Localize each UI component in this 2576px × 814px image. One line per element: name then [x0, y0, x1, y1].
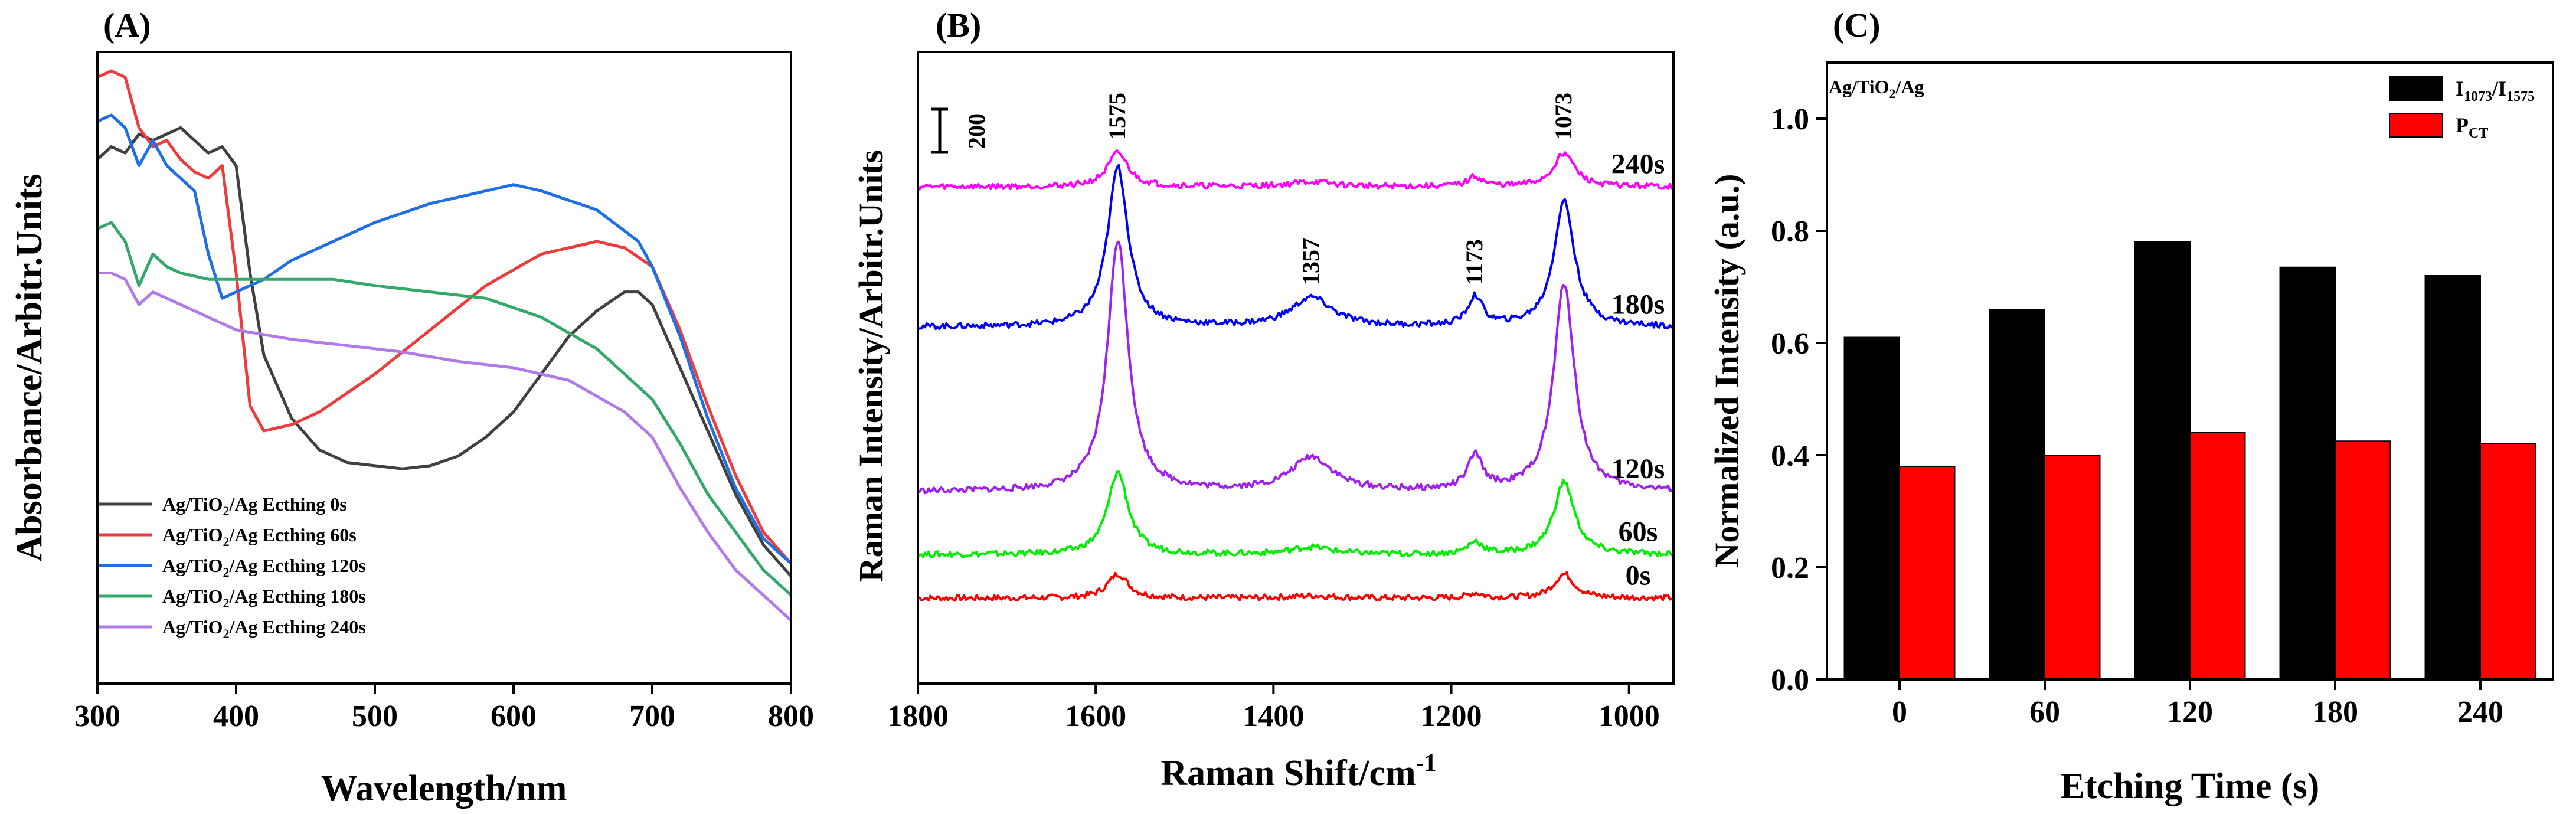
panel-c-annotation: Ag/TiO2/Ag	[1829, 76, 1924, 101]
raman-series-label-0s: 0s	[1626, 560, 1651, 591]
bar-PCT-0	[1899, 466, 1956, 680]
bar-PCT-60	[2044, 455, 2101, 680]
panel-c-annotation-sub: 2	[1889, 86, 1896, 101]
panel-c-xlabel: Etching Time (s)	[2061, 766, 2320, 806]
raman-series-line-0s	[917, 571, 1674, 602]
peak-label-1575: 1575	[1104, 93, 1130, 140]
panel-c-xtick-label: 0	[1892, 695, 1907, 729]
bar-I1073/I1575-0	[1843, 336, 1901, 680]
bar-I1073/I1575-180	[2279, 266, 2336, 680]
panel-b-xtick-label: 1000	[1598, 699, 1660, 733]
bar-I1073/I1575-120	[2134, 241, 2191, 680]
panel-b-xtick-label: 1400	[1243, 699, 1304, 733]
legend-label-0: Ag/TiO2/Ag Ecthing 0s	[162, 493, 347, 518]
panel-b-xlabel-sup: -1	[1416, 750, 1437, 777]
panel-c-annotation-main: Ag/TiO	[1829, 76, 1889, 97]
panel-b-label: (B)	[936, 6, 981, 44]
panel-c-annotation-rest: /Ag	[1895, 76, 1924, 97]
bar-I1073/I1575-60	[1989, 309, 2046, 680]
raman-series-label-120s: 120s	[1611, 453, 1665, 485]
panel-a-xtick-label: 600	[491, 699, 537, 733]
panel-c-ylabel: Normalized Intensity (a.u.)	[1708, 174, 1746, 568]
panel-c-ytick-label: 0.8	[1771, 215, 1809, 249]
raman-series-label-240s: 240s	[1611, 149, 1665, 180]
legend-label-2: Ag/TiO2/Ag Ecthing 120s	[162, 555, 366, 580]
panel-c-xtick-label: 240	[2457, 695, 2503, 729]
panel-a-xtick-label: 700	[629, 699, 675, 733]
panel-b-ylabel: Raman Intensity/Arbitr.Units	[852, 150, 890, 583]
peak-label-1173: 1173	[1461, 239, 1488, 285]
raman-series-line-120s	[917, 240, 1674, 495]
panel-b: (B) 1800 1600 1400 1200 1000 200 1575 1357 117…	[852, 6, 1675, 793]
panel-c-xtick-label: 180	[2312, 695, 2358, 729]
panel-c-xtick-label: 120	[2167, 695, 2213, 729]
legend-label-I1073/I1575: I1073/I1575	[2456, 77, 2535, 104]
legend-label-3: Ag/TiO2/Ag Ecthing 180s	[162, 586, 366, 610]
panel-c-ytick-label: 0.2	[1771, 551, 1809, 585]
panel-a-label: (A)	[103, 6, 151, 44]
panel-c-xtick-label: 60	[2029, 695, 2060, 729]
uv-series-line-4	[97, 272, 792, 622]
bar-PCT-240	[2480, 443, 2536, 680]
peak-label-1357: 1357	[1297, 238, 1324, 285]
panel-b-plot-frame	[917, 51, 1675, 685]
legend-swatch-I1073/I1575	[2389, 76, 2443, 101]
uv-series-line-3	[96, 221, 792, 597]
panel-a-xtick-label: 300	[74, 699, 120, 733]
raman-series-label-180s: 180s	[1611, 289, 1665, 320]
bar-I1073/I1575-240	[2424, 275, 2482, 680]
panel-a-xtick-label: 500	[352, 699, 398, 733]
panel-b-xlabel-main: Raman Shift/cm	[1160, 753, 1416, 793]
panel-c: (C) 0.0 0.2 0.4 0.6 0.8 1.0 0 60 120 180 240 Ag/Ti…	[1708, 6, 2554, 806]
raman-series-line-240s	[917, 149, 1674, 191]
panel-b-xtick-label: 1800	[887, 699, 949, 733]
scale-bar-label: 200	[963, 113, 990, 149]
panel-a-xlabel: Wavelength/nm	[321, 769, 567, 809]
panel-a: (A) 300 400 500 600 700 800 Wavelength/nm Abs…	[9, 6, 814, 809]
panel-c-label: (C)	[1833, 6, 1881, 44]
raman-series-line-180s	[917, 164, 1674, 331]
panel-c-ytick-label: 0.0	[1771, 663, 1809, 697]
panel-c-ytick-label: 0.4	[1771, 439, 1809, 473]
legend-label-PCT: PCT	[2456, 113, 2488, 141]
panel-a-xtick-label: 400	[213, 699, 259, 733]
raman-series-line-60s	[917, 470, 1674, 558]
raman-series-label-60s: 60s	[1619, 516, 1658, 548]
uv-series-line-0	[96, 126, 792, 577]
panel-a-plot-frame	[96, 51, 792, 685]
panel-c-ytick-label: 1.0	[1771, 103, 1809, 136]
panel-a-legend: Ag/TiO2/Ag Ecthing 0s Ag/TiO2/Ag Ecthing …	[99, 493, 366, 641]
scale-bar: 200	[931, 107, 990, 154]
legend-label-4: Ag/TiO2/Ag Ecthing 240s	[162, 616, 366, 641]
uv-series-line-2	[96, 113, 792, 565]
peak-label-1073: 1073	[1550, 93, 1577, 140]
panel-b-xlabel: Raman Shift/cm-1	[1160, 750, 1436, 793]
bar-PCT-180	[2335, 440, 2391, 680]
panel-b-xtick-label: 1600	[1065, 699, 1126, 733]
panel-c-legend: I1073/I1575 PCT	[2389, 76, 2535, 141]
panel-b-xtick-label: 1200	[1421, 699, 1482, 733]
legend-label-1: Ag/TiO2/Ag Ecthing 60s	[162, 524, 357, 549]
panel-a-ylabel: Absorbance/Arbitr.Units	[9, 174, 50, 561]
bar-PCT-120	[2189, 432, 2246, 680]
legend-swatch-PCT	[2389, 113, 2443, 138]
panel-c-ytick-label: 0.6	[1771, 327, 1809, 361]
panel-a-xtick-label: 800	[768, 699, 814, 733]
